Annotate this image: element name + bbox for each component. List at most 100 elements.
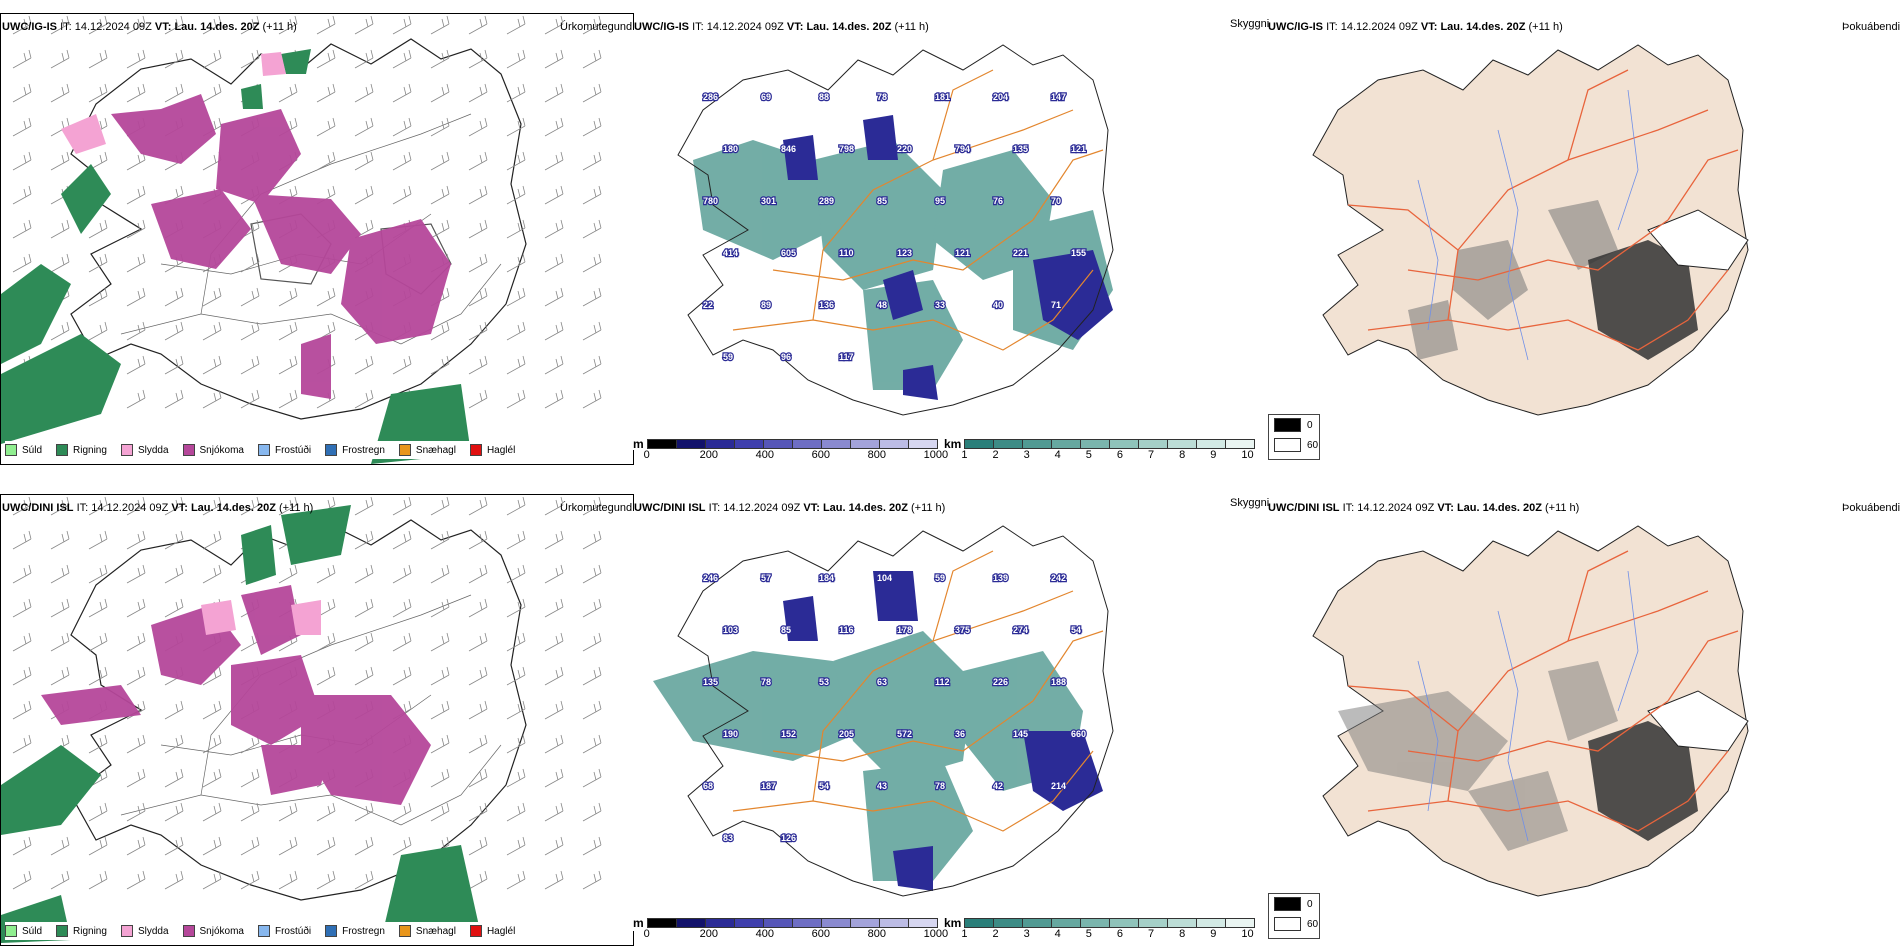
- wind-barb: [240, 870, 260, 890]
- colorbar-tick: 4: [1054, 449, 1061, 461]
- wind-barb: [506, 117, 526, 137]
- wind-barb: [316, 117, 336, 137]
- wind-barb: [164, 734, 184, 754]
- cloud-base-label: 204: [993, 92, 1008, 102]
- cloudbase-visibility-panel-1: 286 69 88 78 181 204 147 180 846 798 220 794 135 121 7…: [633, 30, 1233, 450]
- wind-barb: [392, 355, 412, 375]
- wind-barb: [582, 666, 602, 686]
- legend-swatch: [1274, 917, 1301, 931]
- cloud-base-label: 121: [955, 248, 970, 258]
- legend-swatch: [469, 925, 482, 937]
- legend-label: Frostúði: [274, 925, 312, 937]
- colorbar-segment: [1109, 439, 1139, 449]
- wind-barb: [202, 564, 222, 584]
- colorbar-unit: km: [944, 916, 962, 930]
- precip-legend-item: Súld: [5, 925, 42, 937]
- cloud-base-label: 214: [1051, 781, 1066, 791]
- visibility-areas-2: [653, 631, 1083, 881]
- wind-barb: [88, 496, 108, 516]
- wind-barb: [126, 802, 146, 822]
- cloud-base-label: 59: [935, 573, 945, 583]
- wind-barb: [278, 802, 298, 822]
- precip-legend-item: Rigning: [56, 925, 107, 937]
- wind-barb: [202, 870, 222, 890]
- cloud-base-label: 48: [877, 300, 887, 310]
- wind-barb: [240, 355, 260, 375]
- colorbar-tick: 400: [755, 449, 775, 461]
- wind-barb: [126, 185, 146, 205]
- legend-swatch: [325, 925, 338, 937]
- colorbar-tick: 9: [1210, 449, 1217, 461]
- wind-barb: [392, 49, 412, 69]
- colorbar-tick: 5: [1085, 449, 1092, 461]
- wind-barb: [506, 802, 526, 822]
- colorbar-segment: [675, 439, 705, 449]
- wind-barb: [12, 117, 32, 137]
- wind-barb: [50, 49, 70, 69]
- wind-barb: [50, 219, 70, 239]
- wind-barb: [164, 836, 184, 856]
- cloud-base-label: 846: [781, 144, 796, 154]
- wind-barb: [430, 355, 450, 375]
- wind-barb: [316, 564, 336, 584]
- colorbar-tick: 10: [1241, 928, 1254, 940]
- cloud-base-label: 289: [819, 196, 834, 206]
- wind-barb: [88, 870, 108, 890]
- cloud-base-label: 96: [781, 352, 791, 362]
- wind-barb: [506, 632, 526, 652]
- wind-barb: [506, 253, 526, 273]
- panel-label-fog-1: Þokuábendi: [1842, 21, 1900, 33]
- colorbar-segment: [907, 918, 938, 928]
- cloud-base-label: 178: [897, 625, 912, 635]
- wind-barb: [544, 768, 564, 788]
- wind-barb: [12, 530, 32, 550]
- wind-barb: [354, 83, 374, 103]
- legend-label: Frostregn: [342, 444, 385, 456]
- colorbar-tick: 4: [1054, 928, 1061, 940]
- cloud-base-label: 53: [819, 677, 829, 687]
- colorbar-segment: [762, 918, 792, 928]
- wind-barb: [582, 870, 602, 890]
- wind-barb: [468, 287, 488, 307]
- colorbar-tick: 8: [1179, 449, 1186, 461]
- visibility-colorbar-2: km 1 2 3 4 5 6 7 8 9 10: [944, 916, 1264, 940]
- wind-barb: [468, 253, 488, 273]
- wind-barb: [126, 768, 146, 788]
- wind-barb: [506, 389, 526, 409]
- wind-barb: [582, 151, 602, 171]
- precip-map-1: [1, 15, 602, 464]
- wind-barb: [544, 802, 564, 822]
- precip-legend-item: Frostregn: [325, 925, 385, 937]
- cloudbase-areas-1: [783, 115, 1113, 400]
- wind-barb: [354, 496, 374, 516]
- wind-barb: [582, 185, 602, 205]
- fog-map-1: [1312, 44, 1749, 416]
- colorbar-unit: km: [944, 437, 962, 451]
- wind-barb: [430, 496, 450, 516]
- wind-barb: [202, 15, 222, 35]
- wind-barb: [126, 49, 146, 69]
- cloud-base-label: 145: [1013, 729, 1028, 739]
- panel-title-1-2: UWC/IG-IS IT: 14.12.2024 09Z VT: Lau. 14…: [634, 21, 929, 33]
- wind-barb: [354, 666, 374, 686]
- wind-barb: [468, 219, 488, 239]
- wind-barb: [392, 151, 412, 171]
- cloud-base-label: 794: [955, 144, 970, 154]
- wind-barb: [12, 253, 32, 273]
- wind-barb: [544, 632, 564, 652]
- wind-barb: [506, 768, 526, 788]
- wind-barb: [354, 598, 374, 618]
- wind-barb: [392, 117, 412, 137]
- cloud-base-label: 798: [839, 144, 854, 154]
- wind-barb: [88, 15, 108, 35]
- wind-barb: [88, 49, 108, 69]
- colorbar-segment: [646, 918, 676, 928]
- colorbar-tick: 1000: [923, 928, 949, 940]
- wind-barb: [468, 870, 488, 890]
- wind-barb: [468, 802, 488, 822]
- cloud-base-label: 112: [935, 677, 950, 687]
- wind-barb: [278, 321, 298, 341]
- cloud-base-label: 68: [703, 781, 713, 791]
- colorbar-segment: [1225, 439, 1256, 449]
- wind-barb: [468, 321, 488, 341]
